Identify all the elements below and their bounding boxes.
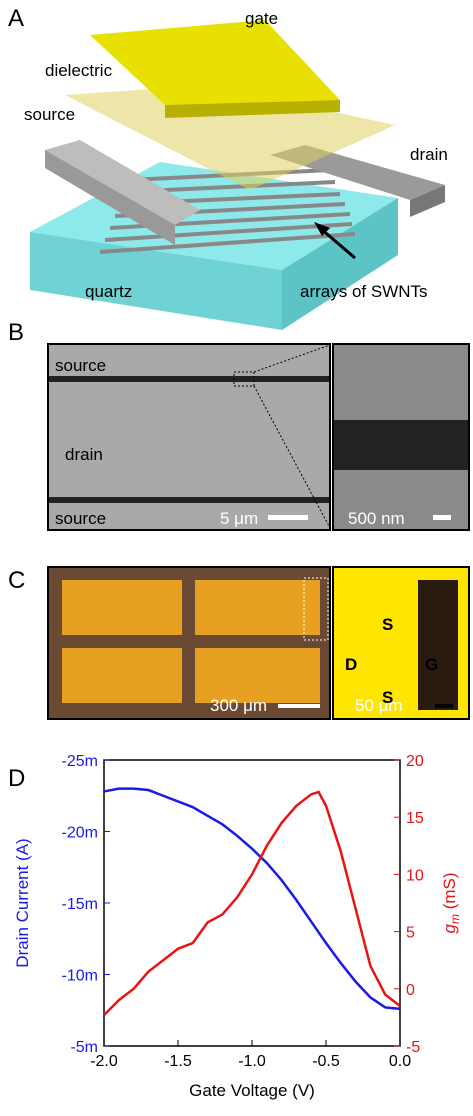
y-tick-label: -15m [62,896,98,913]
panel-letter: A [8,5,24,32]
label: drain [65,445,103,464]
label: arrays of SWNTs [300,282,428,301]
y-tick-label: -25m [62,753,98,770]
channel-strip [49,497,329,503]
label: source [55,509,106,528]
label: D [345,655,357,674]
label: S [382,615,393,634]
line-series [104,789,400,1009]
label: S [382,688,393,707]
label: G [425,655,438,674]
y-axis-label: Drain Current (A) [13,838,32,967]
label: gate [245,9,278,28]
x-tick-label: -1.0 [238,1053,266,1070]
channel-strip [49,376,329,382]
y2-tick-label: 0 [406,982,415,999]
y2-tick-label: 10 [406,867,424,884]
scale-bar [278,704,320,708]
scale-bar [435,704,453,708]
panel-a: A gate dielectric source drain quartz ar… [8,5,448,330]
y2-axis-label: gm (mS) [440,872,462,933]
scale-bar [433,515,451,520]
label: source [24,105,75,124]
scale-label: 500 nm [348,509,405,528]
label: source [55,356,106,375]
x-axis-label: Gate Voltage (V) [189,1081,315,1100]
y2-tick-label: 20 [406,753,424,770]
label: quartz [85,282,132,301]
y2-label-subscript: m [448,914,462,924]
figure: A gate dielectric source drain quartz ar… [0,0,473,1111]
panel-letter: D [8,765,25,792]
panel-letter: B [8,319,24,346]
panel-letter: C [8,567,25,594]
scale-label: 5 μm [220,509,258,528]
panel-b: B source drain source 5 μm 500 nm [8,319,469,530]
x-tick-label: -1.5 [164,1053,192,1070]
x-tick-label: -0.5 [312,1053,340,1070]
panel-c: C 300 μm 50 μm S D S G [8,567,469,719]
channel-zoom [334,420,468,470]
gap [418,580,458,710]
y2-label-unit: (mS) [440,872,459,914]
y2-tick-label: 15 [406,810,424,827]
scale-label: 300 μm [210,696,267,715]
label: drain [410,145,448,164]
plot-frame [104,760,400,1046]
y2-tick-label: 5 [406,925,415,942]
scale-label: 50 μm [355,696,403,715]
y2-tick-label: -5 [406,1039,420,1056]
scale-bar [268,515,308,520]
y-tick-label: -10m [62,968,98,985]
y-tick-label: -20m [62,825,98,842]
label: dielectric [45,61,113,80]
y-tick-label: -5m [70,1039,98,1056]
